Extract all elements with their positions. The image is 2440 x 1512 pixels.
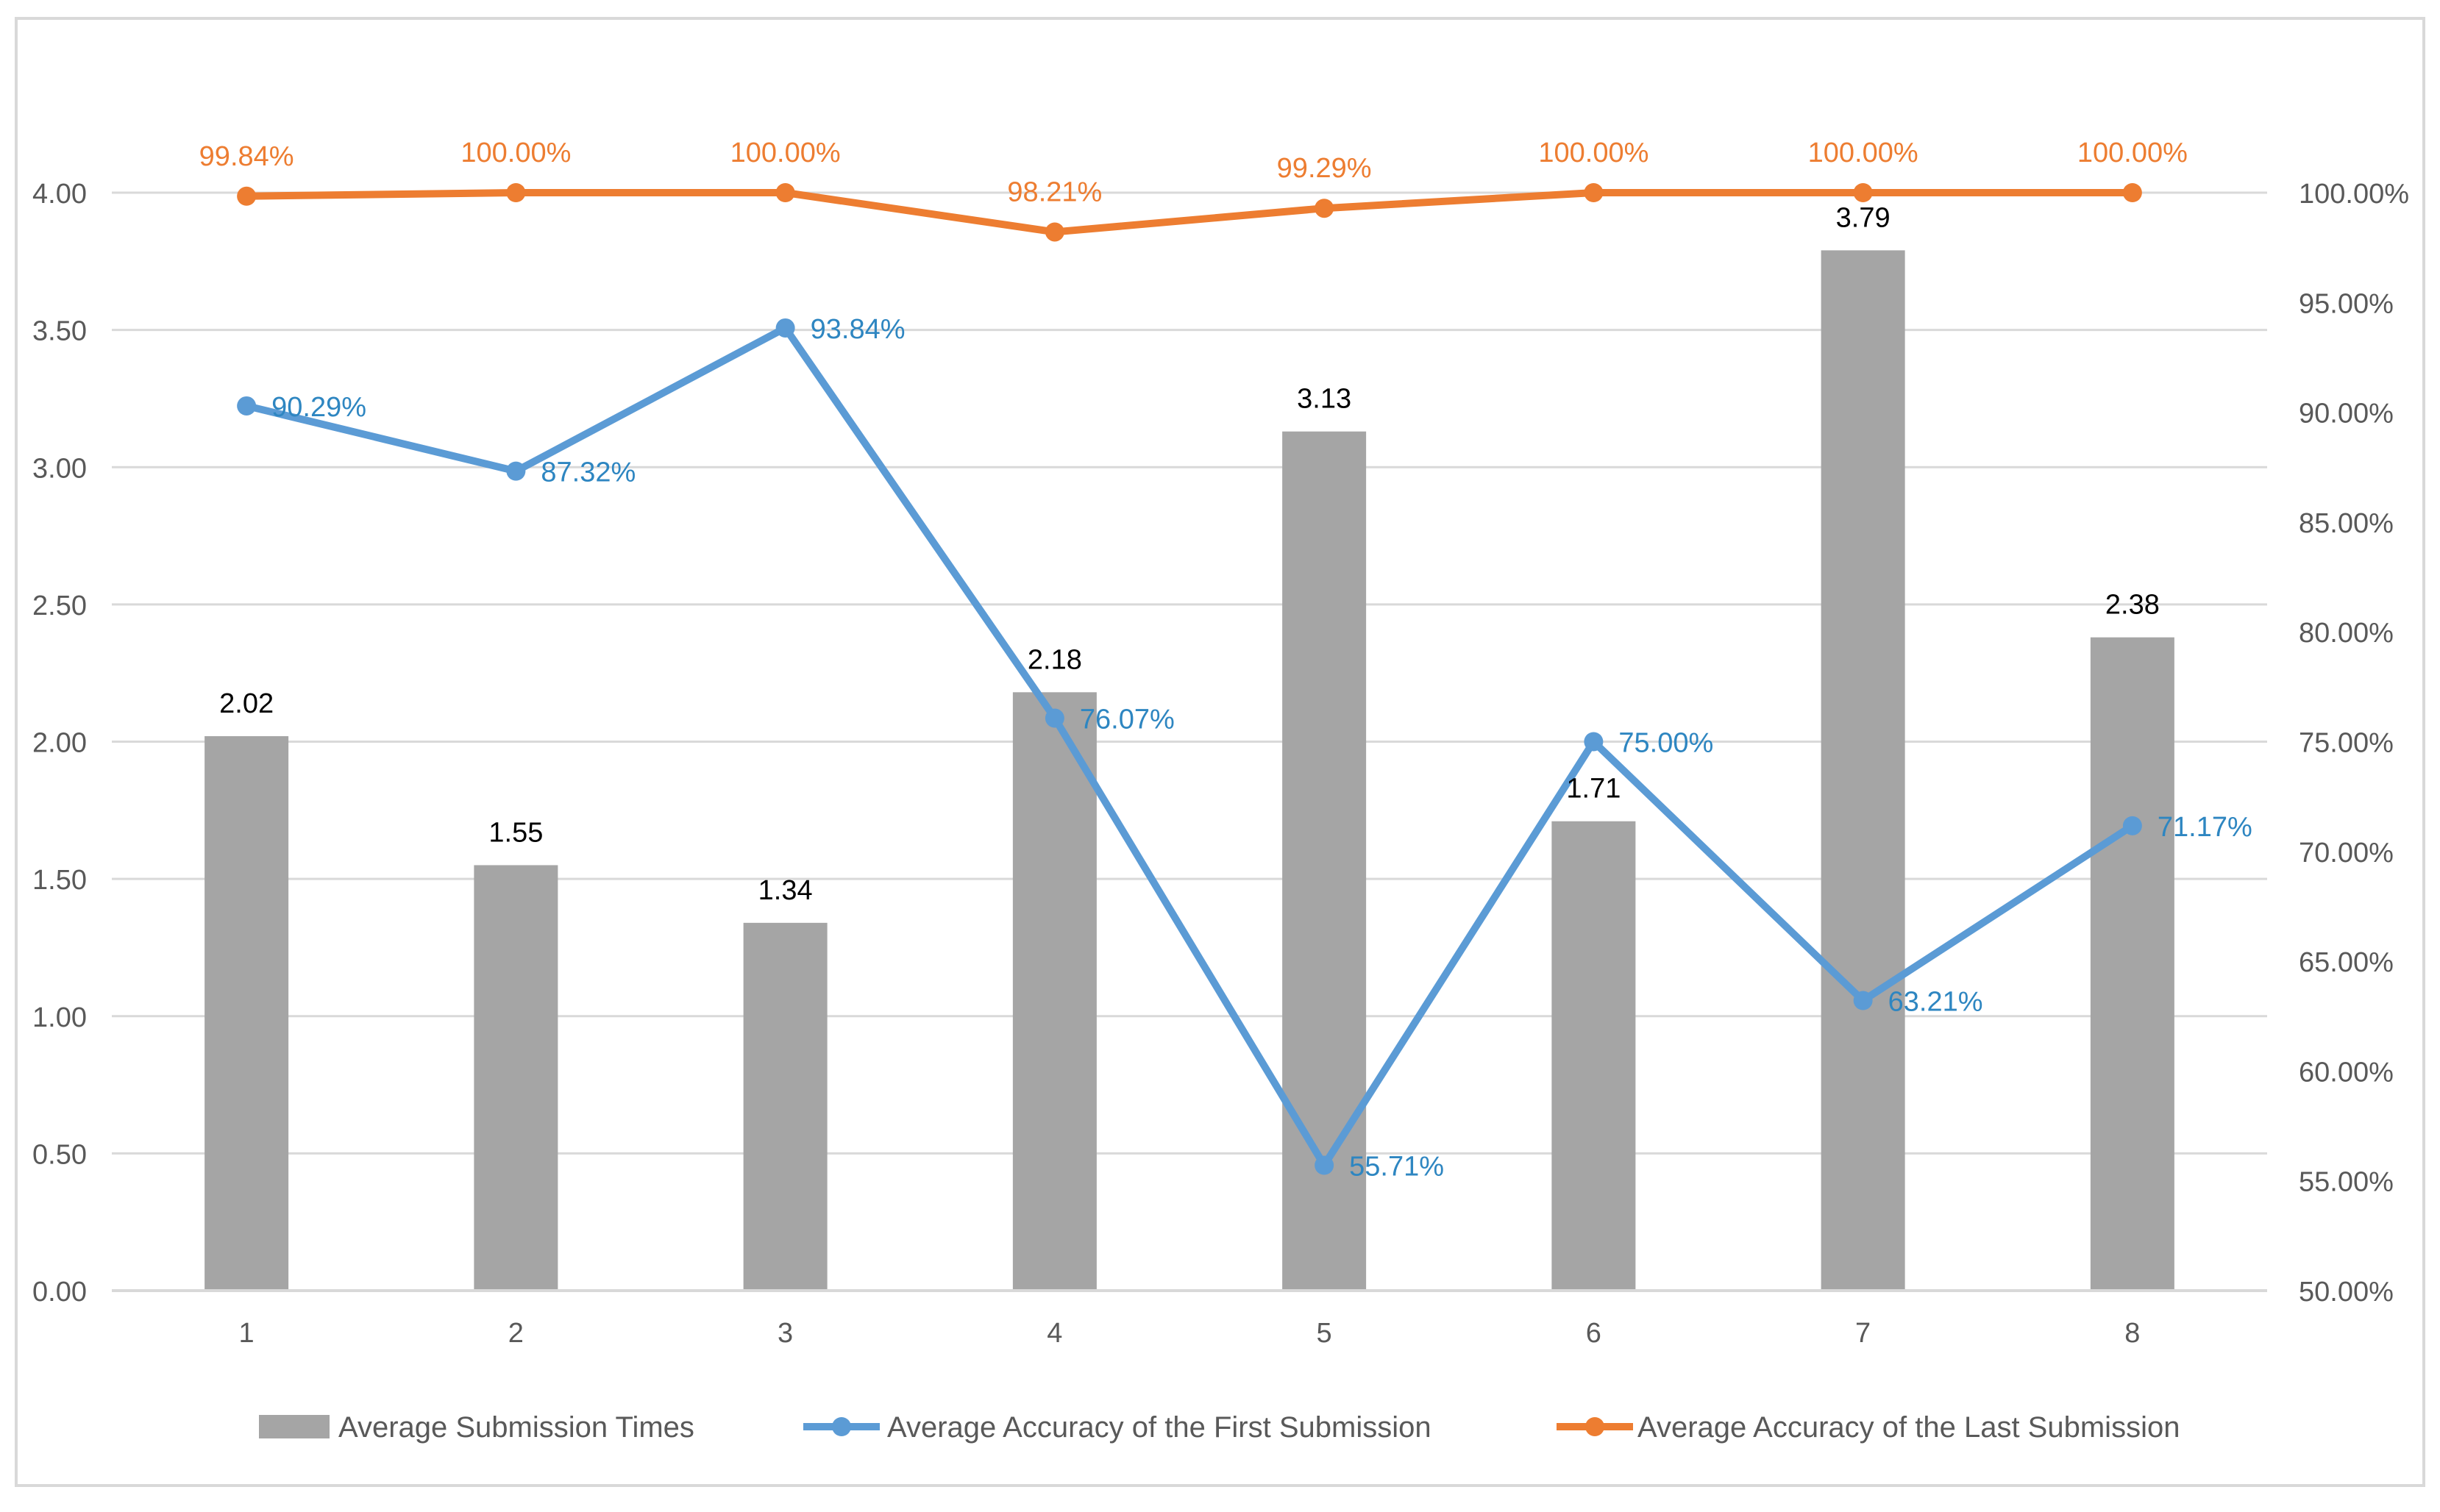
y-right-tick-label: 80.00% (2299, 618, 2394, 649)
line-value-label: 76.07% (1080, 705, 1175, 735)
bar (1821, 250, 1905, 1291)
y-left-tick-label: 2.00 (32, 728, 87, 759)
legend-swatch-marker (832, 1417, 851, 1436)
y-right-tick-label: 90.00% (2299, 399, 2394, 429)
line-value-label: 90.29% (271, 392, 366, 423)
line-value-label: 100.00% (1538, 138, 1648, 168)
line-value-label: 98.21% (1007, 176, 1102, 207)
line-value-label: 71.17% (2158, 812, 2252, 843)
line-value-label: 75.00% (1618, 728, 1713, 759)
line-point (506, 183, 526, 202)
series-line (243, 189, 2136, 236)
bar-value-label: 2.18 (1028, 644, 1082, 675)
line-point (1315, 1155, 1334, 1175)
line-value-label: 99.29% (1277, 153, 1372, 184)
bar (743, 922, 828, 1291)
legend-label: Average Submission Times (338, 1411, 694, 1444)
bar-series (204, 250, 2174, 1291)
axes: 0.00 0.50 1.00 1.50 2.00 2.50 3.00 3.50 4.00 50.0… (32, 179, 2409, 1349)
legend-label: Average Accuracy of the First Submission (887, 1411, 1431, 1444)
line-point (2122, 816, 2142, 835)
legend-swatch-bar (259, 1415, 330, 1438)
y-right-tick-label: 100.00% (2299, 179, 2409, 210)
x-tick-label: 8 (2124, 1318, 2140, 1349)
legend-swatch-marker (1585, 1417, 1604, 1436)
line-value-label: 87.32% (541, 457, 636, 488)
line-point (1045, 222, 1064, 242)
x-tick-label: 1 (239, 1318, 255, 1349)
y-left-tick-label: 2.50 (32, 591, 87, 621)
y-right-tick-label: 55.00% (2299, 1167, 2394, 1198)
y-right-tick-label: 75.00% (2299, 728, 2394, 759)
bar-value-label: 2.02 (219, 688, 274, 719)
bar-value-label: 1.71 (1566, 774, 1621, 805)
bar-value-label: 3.13 (1297, 384, 1351, 415)
bar (2090, 637, 2174, 1291)
y-left-tick-label: 1.00 (32, 1002, 87, 1033)
line-value-label: 100.00% (460, 138, 571, 168)
line-value-label: 100.00% (2077, 138, 2188, 168)
legend: Average Submission Times Average Accuracy… (259, 1411, 2180, 1444)
y-right-tick-label: 65.00% (2299, 947, 2394, 978)
bar (1282, 431, 1367, 1291)
bar (1551, 821, 1636, 1291)
y-left-tick-label: 1.50 (32, 865, 87, 896)
x-tick-label: 2 (508, 1318, 524, 1349)
gridlines (112, 191, 2267, 1155)
y-left-tick-label: 0.50 (32, 1139, 87, 1170)
x-tick-label: 7 (1855, 1318, 1871, 1349)
data-labels: 2.02 1.55 1.34 2.18 3.13 1.71 3.79 2.38 90.29% 87… (199, 138, 2252, 1182)
bar (204, 736, 289, 1291)
bar-value-label: 1.55 (488, 817, 543, 848)
y-left-tick-label: 0.00 (32, 1277, 87, 1308)
line-point (1315, 199, 1334, 218)
line-point (506, 461, 526, 481)
line-value-label: 55.71% (1349, 1151, 1444, 1182)
chart-border (15, 17, 2425, 1487)
line-point (1584, 183, 1604, 202)
line-value-label: 63.21% (1888, 987, 1983, 1018)
y-right-tick-label: 95.00% (2299, 288, 2394, 319)
line-point (775, 318, 795, 338)
bar-value-label: 1.34 (758, 875, 813, 906)
line-value-label: 100.00% (1808, 138, 1918, 168)
line-value-label: 99.84% (199, 141, 294, 172)
line-value-label: 93.84% (811, 314, 906, 345)
legend-label: Average Accuracy of the Last Submission (1637, 1411, 2180, 1444)
bar (474, 865, 558, 1291)
line-point (1853, 183, 1873, 202)
x-tick-label: 6 (1586, 1318, 1601, 1349)
line-point (237, 396, 257, 416)
y-right-tick-label: 50.00% (2299, 1277, 2394, 1308)
bar (1012, 692, 1097, 1291)
bar-value-label: 2.38 (2105, 590, 2160, 621)
y-left-tick-label: 3.50 (32, 316, 87, 347)
line-value-label: 100.00% (730, 138, 841, 168)
bar-value-label: 3.79 (1836, 202, 1891, 233)
x-tick-label: 3 (778, 1318, 793, 1349)
line-point (2122, 183, 2142, 202)
y-left-tick-label: 3.00 (32, 453, 87, 484)
line-point (1045, 708, 1064, 728)
line-point (775, 183, 795, 202)
x-tick-label: 5 (1317, 1318, 1332, 1349)
line-point (237, 186, 257, 206)
series-line (243, 324, 2136, 1169)
y-right-tick-label: 85.00% (2299, 508, 2394, 539)
x-tick-label: 4 (1047, 1318, 1062, 1349)
y-right-tick-label: 60.00% (2299, 1057, 2394, 1088)
line-series (237, 183, 2142, 1175)
y-left-tick-label: 4.00 (32, 179, 87, 210)
y-right-tick-label: 70.00% (2299, 838, 2394, 869)
line-point (1584, 732, 1604, 752)
line-point (1853, 991, 1873, 1010)
